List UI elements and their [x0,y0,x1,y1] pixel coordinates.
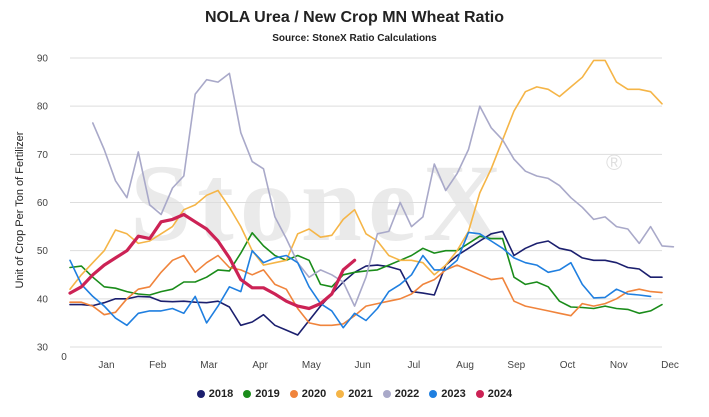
legend-label: 2020 [301,388,327,400]
series-line-2024 [68,212,357,311]
x-tick-label-feb: Feb [149,360,167,371]
x-origin-label: 0 [61,352,67,363]
y-tick-label: 70 [37,150,49,161]
series-line-2019 [69,232,663,315]
series-line-2023 [69,231,652,329]
chart-subtitle: Source: StoneX Ratio Calculations [272,33,437,44]
y-tick-label: 90 [37,54,49,65]
x-tick-label-dec: Dec [661,360,679,371]
legend-label: 2023 [441,388,466,400]
y-tick-label: 40 [37,294,49,305]
legend-item-2018[interactable]: 2018 [196,388,234,400]
x-tick-label-nov: Nov [610,360,628,371]
y-axis-ticks: 30 40 50 60 70 80 90 [37,54,49,354]
x-tick-label-may: May [302,360,321,371]
y-tick-label: 60 [37,198,49,209]
series-line-2020 [69,254,663,327]
gridlines [70,57,662,348]
legend-item-2020[interactable]: 2020 [289,388,327,400]
legend-item-2021[interactable]: 2021 [336,388,373,400]
x-tick-label-aug: Aug [456,360,474,371]
legend-label: 2021 [348,388,373,400]
legend: 2018 2019 2020 2021 2022 2023 2024 [0,388,709,400]
x-tick-label-oct: Oct [560,360,576,371]
legend-label: 2019 [255,388,280,400]
legend-marker-icon [382,390,391,398]
series-line-2018 [69,230,663,336]
series-line-2021 [69,59,663,290]
y-tick-label: 50 [37,246,49,257]
legend-marker-icon [243,390,252,398]
x-tick-label-jun: Jun [355,360,371,371]
legend-marker-icon [336,390,345,398]
legend-label: 2024 [487,388,513,400]
registered-mark-icon: ® [606,150,623,175]
y-tick-label: 30 [37,343,49,354]
y-tick-label: 80 [37,102,49,113]
legend-item-2022[interactable]: 2022 [382,388,420,400]
series-lines [68,59,675,336]
legend-label: 2022 [394,388,420,400]
x-tick-label-sep: Sep [507,360,525,371]
x-tick-label-mar: Mar [200,360,218,371]
series-line-2022 [92,72,675,307]
legend-marker-icon [289,390,298,398]
legend-label: 2018 [208,388,234,400]
legend-marker-icon [196,390,205,398]
x-tick-label-apr: Apr [252,360,268,371]
chart-title: NOLA Urea / New Crop MN Wheat Ratio [205,9,504,26]
legend-marker-icon [429,390,438,398]
legend-item-2023[interactable]: 2023 [429,388,466,400]
legend-marker-icon [475,390,484,398]
x-tick-label-jan: Jan [98,360,114,371]
x-tick-label-jul: Jul [407,360,420,371]
x-axis-ticks: 0 Jan Feb Mar Apr May Jun Jul Aug Sep Oct Nov Dec [61,352,679,371]
legend-item-2024[interactable]: 2024 [475,388,513,400]
legend-item-2019[interactable]: 2019 [243,388,280,400]
